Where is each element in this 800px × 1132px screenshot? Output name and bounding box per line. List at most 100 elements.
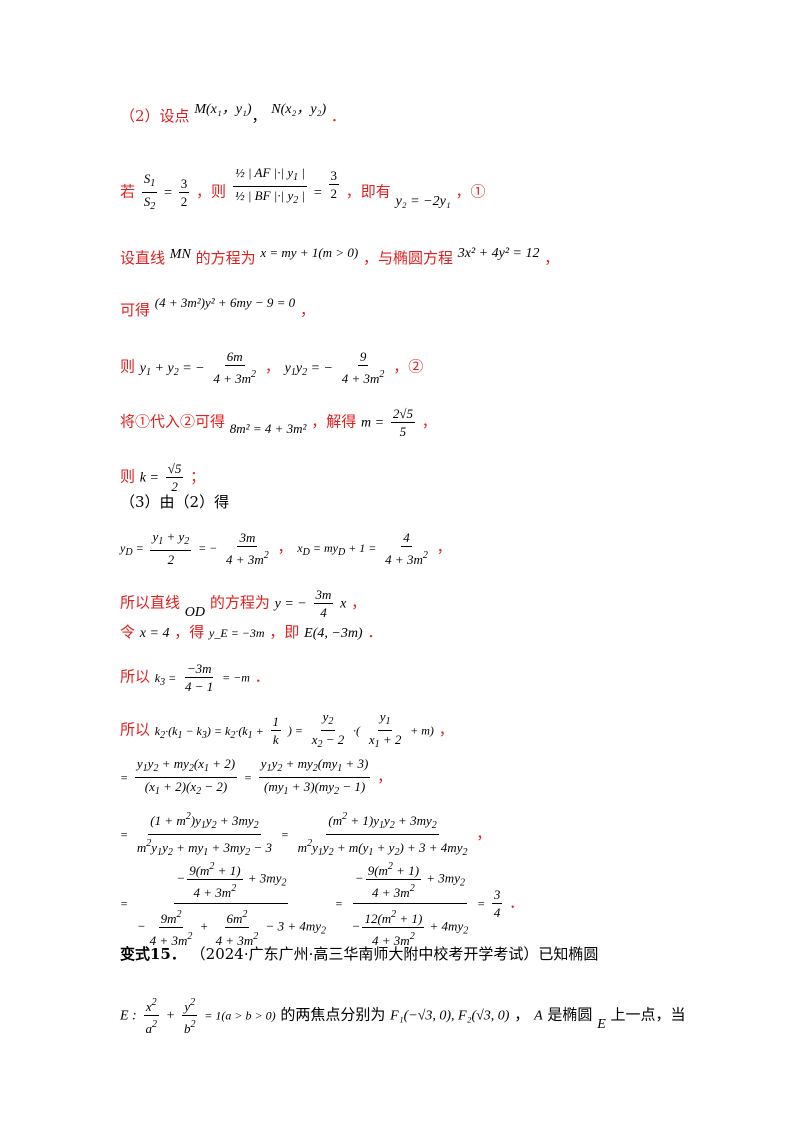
od-frac: 3m 4 xyxy=(313,587,334,620)
ellipse-eq: 3x² + 4y² = 12 xyxy=(457,246,540,261)
sub-eq: 8m² = 4 + 3m² xyxy=(229,420,307,436)
k3-frac: −3m 4 − 1 xyxy=(184,661,214,694)
variant-source: （2024·广东广州·高三华南师大附中校考开学考试）已知椭圆 xyxy=(190,945,599,963)
calc3-line: = (1 + m2)y1y2 + 3my2 m2y1y2 + my1 + 3my2… xyxy=(120,808,720,861)
vieta-sum-frac: 6m 4 + 3m2 xyxy=(213,349,257,386)
k-b: ； xyxy=(190,467,206,486)
line-b: 的方程为 xyxy=(195,249,256,267)
derive-line: 可得 (4 + 3m²)y² + 6my − 9 = 0 ， xyxy=(120,295,720,321)
ellipse-E: E xyxy=(597,1016,606,1032)
calc1-b: ， xyxy=(438,720,454,739)
od-c: ， xyxy=(351,593,367,612)
ellipse-d: 上一点，当 xyxy=(610,1005,686,1024)
k-line: 则 k = √5 2 ； xyxy=(120,461,206,494)
part2-end: ． xyxy=(330,107,346,125)
point-N: N(x₂，y₂) xyxy=(271,102,327,117)
let-b: ，得 xyxy=(174,623,205,641)
calc2-frac1: y1y2 + my2(x1 + 2) (x1 + 2)(x2 − 2) xyxy=(134,756,238,797)
calc2-b: ， xyxy=(377,767,393,786)
point-M: M(x₁，y₁) xyxy=(194,102,252,117)
let-c: ，即 xyxy=(269,623,300,641)
derive-b: ， xyxy=(299,301,315,319)
yd-line: yD = y1 + y2 2 = − 3m 4 + 3m2 ， xD = myD +… xyxy=(120,529,452,567)
calc1-a: 所以 xyxy=(120,720,151,739)
ratio-s-frac: S1 S2 xyxy=(141,171,158,212)
k3-b: ． xyxy=(254,667,270,686)
od-line: 所以直线 OD 的方程为 y = − 3m 4 x ， xyxy=(120,587,367,620)
k-a: 则 xyxy=(120,467,136,486)
ellipse-a: 的两焦点分别为 xyxy=(280,1005,386,1024)
calc4-frac1: −9(m2 + 1) 4 + 3m2 + 3my2 −9m2 4 + 3m2 + 6… xyxy=(135,858,328,949)
line-d: ， xyxy=(544,249,560,267)
calc3-frac2: (m2 + 1)y1y2 + 3my2 m2y1y2 + m(y1 + y2) +… xyxy=(296,808,470,861)
sub-a: 将①代入②可得 xyxy=(120,412,226,431)
ratio-mark: ，① xyxy=(455,182,486,201)
derive-a: 可得 xyxy=(120,301,151,319)
calc2-line: = y1y2 + my2(x1 + 2) (x1 + 2)(x2 − 2) = y… xyxy=(120,755,720,800)
calc1-frac2: y2 x2 − 2 xyxy=(311,709,345,750)
part3-a: （3）由（2）得 xyxy=(120,493,230,511)
part2-line: （2）设点 M(x₁，y₁)， N(x₂，y₂) ． xyxy=(120,102,346,125)
od-label: OD xyxy=(184,604,206,620)
sub-line: 将①代入②可得 8m² = 4 + 3m² ，解得 m = 2√5 5 ， xyxy=(120,406,437,439)
line-a: 设直线 xyxy=(120,249,166,267)
let-d: ． xyxy=(367,623,383,641)
variant-line: 变式15． （2024·广东广州·高三华南师大附中校考开学考试）已知椭圆 xyxy=(120,944,720,964)
calc3-frac1: (1 + m2)y1y2 + 3my2 m2y1y2 + my1 + 3my2 −… xyxy=(135,808,274,861)
let-x: x = 4 xyxy=(139,626,170,641)
line-mn-label: MN xyxy=(169,247,191,262)
calc4-b: ． xyxy=(509,893,525,912)
ratio-prefix: 若 xyxy=(120,182,136,201)
od-b: 的方程为 xyxy=(209,593,270,612)
line-c: ，与椭圆方程 xyxy=(362,249,453,267)
ratio-then: ，则 xyxy=(196,182,227,201)
vieta-a: 则 xyxy=(120,357,136,376)
ellipse-line: E : x2 a2 + y2 b2 = 1(a > b > 0) 的两焦点分别为 F… xyxy=(120,994,720,1037)
line-mn: 设直线 MN 的方程为 x = my + 1(m > 0) ，与椭圆方程 3x²… xyxy=(120,245,720,270)
vieta-sep: ， xyxy=(264,357,280,376)
calc2-frac2: y1y2 + my2(my1 + 3) (my1 + 3)(my2 − 1) xyxy=(258,756,371,797)
part3-line: （3）由（2）得 xyxy=(120,492,720,512)
yd-sep: ， xyxy=(277,538,293,556)
sub-m-frac: 2√5 5 xyxy=(390,406,415,439)
yd-frac1: y1 + y2 2 xyxy=(150,529,192,567)
sub-b: ，解得 xyxy=(311,412,357,431)
derive-eq: (4 + 3m²)y² + 6my − 9 = 0 xyxy=(154,295,296,310)
let-ye: y_E = −3m xyxy=(209,626,265,640)
let-a: 令 xyxy=(120,623,136,641)
ratio-area-frac: ½ | AF |·| y1 | ½ | BF |·| y2 | xyxy=(232,165,307,206)
od-a: 所以直线 xyxy=(120,593,181,612)
yd-end: ， xyxy=(436,538,452,556)
calc4-line: = −9(m2 + 1) 4 + 3m2 + 3my2 −9m2 4 + 3m2 +… xyxy=(120,858,720,949)
k3-line: 所以 k3 = −3m 4 − 1 = −m ． xyxy=(120,661,270,694)
ellipse-foci: F₁(−√3, 0), F₂(√3, 0) xyxy=(390,1008,510,1024)
ratio-comma: ，即有 xyxy=(345,182,391,201)
line-eq: x = my + 1(m > 0) xyxy=(260,245,359,260)
calc4-frac2: −9(m2 + 1) 4 + 3m2 + 3my2 −12(m2 + 1) 4 + … xyxy=(350,858,471,949)
variant-label: 变式15． xyxy=(120,945,186,963)
ellipse-b: ， xyxy=(514,1005,530,1024)
let-e: E(4, −3m) xyxy=(304,626,363,641)
k3-a: 所以 xyxy=(120,667,151,686)
let-line: 令 x = 4 ，得 y_E = −3m ，即 E(4, −3m) ． xyxy=(120,622,720,644)
vieta-mark: ，② xyxy=(393,357,424,376)
k-frac: √5 2 xyxy=(165,461,184,494)
part2-intro: （2）设点 xyxy=(120,107,190,125)
ellipse-frac-y: y2 b2 xyxy=(182,994,198,1037)
ellipse-c: 是椭圆 xyxy=(547,1005,593,1024)
ratio-result: y₂ = −2y₁ xyxy=(395,193,451,209)
yd-frac2: 3m 4 + 3m2 xyxy=(226,529,269,567)
ellipse-A: A xyxy=(534,1008,543,1024)
ellipse-frac-x: x2 a2 xyxy=(143,994,160,1037)
sub-c: ， xyxy=(421,412,437,431)
calc3-b: ， xyxy=(476,824,492,843)
